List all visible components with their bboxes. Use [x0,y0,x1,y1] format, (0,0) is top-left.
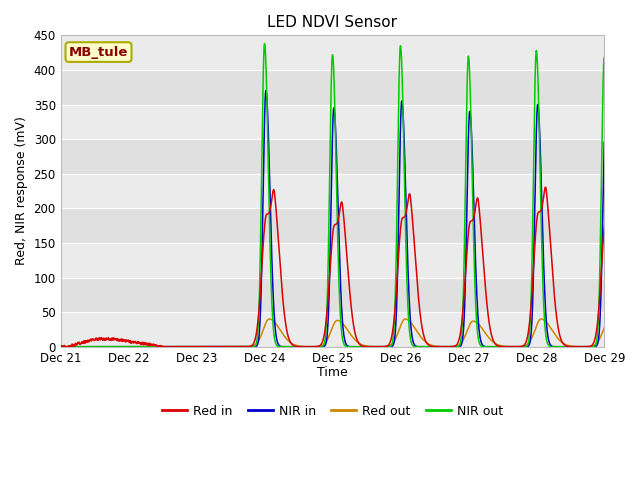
Bar [61,277,604,312]
Bar [61,312,604,347]
Legend: Red in, NIR in, Red out, NIR out: Red in, NIR in, Red out, NIR out [157,400,508,423]
Text: MB_tule: MB_tule [69,46,128,59]
Bar [61,139,604,174]
Title: LED NDVI Sensor: LED NDVI Sensor [268,15,397,30]
Y-axis label: Red, NIR response (mV): Red, NIR response (mV) [15,117,28,265]
Bar [61,105,604,139]
X-axis label: Time: Time [317,366,348,379]
Bar [61,36,604,70]
Bar [61,70,604,105]
Bar [61,243,604,277]
Bar [61,208,604,243]
Bar [61,174,604,208]
